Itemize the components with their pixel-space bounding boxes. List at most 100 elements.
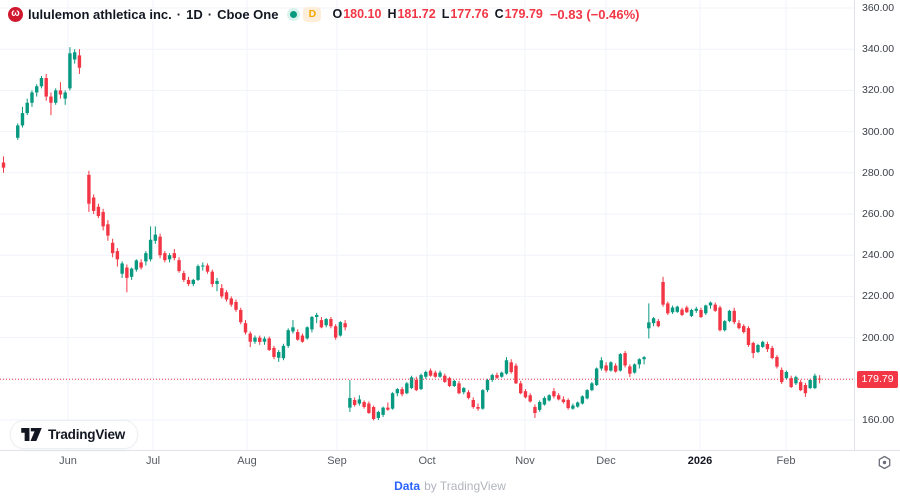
candle-body xyxy=(704,305,708,314)
candle-body xyxy=(77,55,82,68)
candle-body xyxy=(751,342,755,354)
candle-body xyxy=(481,390,485,409)
candle-body xyxy=(713,304,717,311)
candle-body xyxy=(485,380,490,391)
candle-body xyxy=(556,395,561,400)
candle-body xyxy=(300,335,305,342)
candle-body xyxy=(44,78,48,97)
legend-separator: · xyxy=(207,6,213,22)
candle-body xyxy=(68,53,72,89)
candle-body xyxy=(613,365,618,372)
candle-body xyxy=(201,265,205,267)
gear-icon[interactable] xyxy=(877,455,892,470)
candle-body xyxy=(632,364,637,373)
candle-body xyxy=(106,224,110,236)
candle-body xyxy=(514,365,518,384)
price-axis[interactable]: 179.79 360.00 340.00 320.00 300.00 280.00 260… xyxy=(854,0,900,473)
candle-body xyxy=(148,239,153,260)
candle-body xyxy=(680,309,684,315)
tradingview-logo-text: TradingView xyxy=(48,427,126,442)
candle-body xyxy=(476,407,480,409)
candle-body xyxy=(400,389,404,395)
candle-body xyxy=(675,306,679,312)
candle-body xyxy=(72,52,77,60)
tradingview-logo-icon xyxy=(21,428,42,441)
time-tick-label: Dec xyxy=(596,455,616,467)
time-tick-label: Jul xyxy=(145,455,161,467)
legend-separator: · xyxy=(176,6,182,22)
candle-body xyxy=(594,368,599,385)
candle-body xyxy=(357,399,362,404)
candle-body xyxy=(177,260,181,272)
candle-body xyxy=(381,407,385,415)
candle-body xyxy=(25,102,29,114)
candle-body xyxy=(39,78,44,87)
candlestick-plot[interactable] xyxy=(0,0,855,473)
data-link[interactable]: Data xyxy=(394,479,421,493)
candle-body xyxy=(248,333,252,342)
candle-body xyxy=(53,90,58,103)
candle-body xyxy=(575,402,580,407)
candle-body xyxy=(324,319,328,326)
candle-body xyxy=(689,309,694,316)
candle-body xyxy=(718,307,722,331)
candle-body xyxy=(590,383,594,391)
candle-body xyxy=(542,397,547,405)
candle-body xyxy=(343,323,347,328)
candle-body xyxy=(609,362,613,371)
candle-body xyxy=(110,242,115,254)
candle-body xyxy=(561,399,566,403)
candle-body xyxy=(599,360,604,369)
candle-body xyxy=(504,360,509,374)
attribution-text: by TradingView xyxy=(424,479,506,493)
candle-body xyxy=(333,326,338,338)
candle-body xyxy=(258,337,262,342)
candle-body xyxy=(234,301,238,310)
candle-body xyxy=(685,307,689,313)
price-tick-label: 340.00 xyxy=(862,43,895,56)
interval-badge[interactable]: D xyxy=(303,6,322,22)
candle-body xyxy=(319,320,324,328)
candle-body xyxy=(243,323,248,333)
candle-body xyxy=(191,279,195,285)
time-tick-label: Aug xyxy=(237,455,257,467)
candle-body xyxy=(433,372,437,377)
time-axis[interactable]: Jun Jul Aug Sep Oct Nov Dec 2026 Feb xyxy=(0,450,900,475)
price-tick-label: 300.00 xyxy=(862,125,895,138)
candle-body xyxy=(295,332,300,340)
price-tick-label: 280.00 xyxy=(862,166,895,179)
candle-body xyxy=(1,162,6,168)
candle-body xyxy=(723,321,727,331)
candle-body xyxy=(533,407,537,413)
candle-body xyxy=(91,197,96,211)
candle-body xyxy=(158,236,162,256)
candle-body xyxy=(727,310,732,322)
candle-body xyxy=(362,402,366,408)
symbol-title[interactable]: lululemon athletica inc. xyxy=(28,6,172,22)
candle-body xyxy=(196,266,200,280)
candle-body xyxy=(642,357,646,360)
candle-body xyxy=(371,407,376,419)
candle-body xyxy=(547,395,551,401)
tradingview-logo[interactable]: TradingView xyxy=(10,420,139,449)
candle-body xyxy=(30,92,34,103)
candle-body xyxy=(58,90,63,95)
price-tick-label: 320.00 xyxy=(862,84,895,97)
candle-body xyxy=(129,268,134,277)
interval-label[interactable]: 1D xyxy=(186,6,203,22)
candle-body xyxy=(628,366,632,374)
candle-body xyxy=(471,400,475,408)
candle-body xyxy=(348,397,352,408)
candle-body xyxy=(794,377,798,384)
candle-body xyxy=(267,338,271,350)
candle-body xyxy=(253,337,257,342)
time-tick-label: Sep xyxy=(327,455,347,467)
candle-body xyxy=(424,372,428,377)
candle-body xyxy=(447,378,452,387)
candle-body xyxy=(699,309,703,317)
time-tick-label: Jun xyxy=(59,455,77,467)
attribution-bar: Data by TradingView xyxy=(0,474,900,498)
exchange-label[interactable]: Cboe One xyxy=(217,6,279,22)
candle-body xyxy=(144,253,148,262)
candle-body xyxy=(651,318,656,324)
